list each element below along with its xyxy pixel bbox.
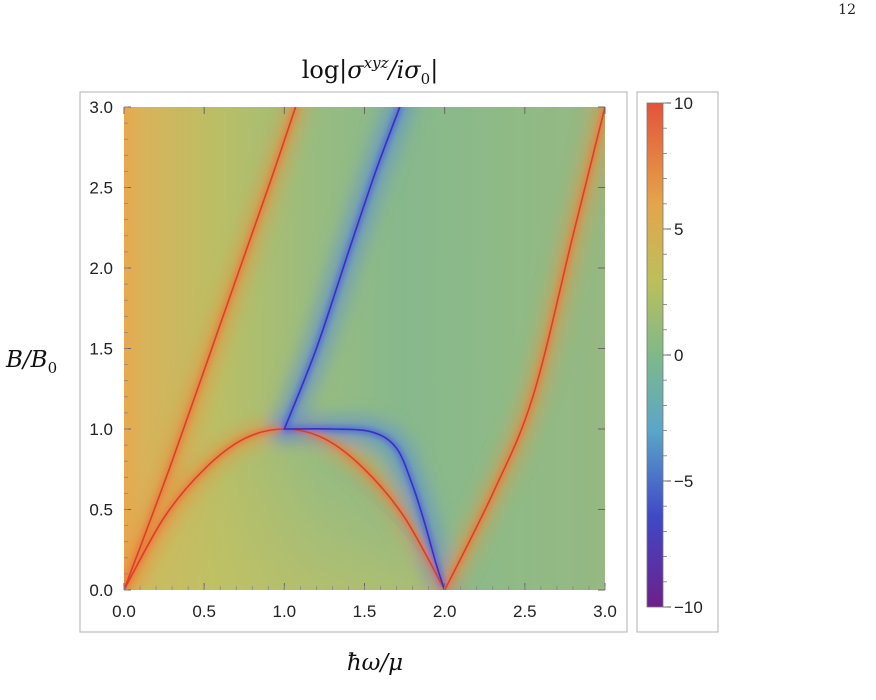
heatmap-area	[124, 107, 605, 590]
x-tick-label: 2.0	[433, 602, 457, 621]
x-axis-label: ħω/μ	[347, 650, 403, 676]
colorbar-tick-label: 5	[674, 220, 683, 239]
x-tick-label: 1.0	[273, 602, 297, 621]
x-tick-label: 0.0	[112, 602, 136, 621]
page-number: 12	[838, 2, 856, 18]
colorbar-tick-label: 10	[674, 94, 693, 113]
x-tick-label: 2.5	[513, 602, 537, 621]
y-tick-label: 0.0	[89, 581, 113, 600]
y-tick-label: 1.5	[89, 340, 113, 359]
x-tick-label: 3.0	[593, 602, 617, 621]
y-tick-label: 0.5	[89, 501, 113, 520]
colorbar	[646, 102, 664, 608]
colorbar-tick-label: 0	[674, 346, 683, 365]
x-tick-label: 1.5	[353, 602, 377, 621]
colorbar-tick-label: −5	[674, 472, 693, 491]
curve-5	[443, 107, 605, 590]
y-tick-label: 2.0	[89, 259, 113, 278]
y-tick-label: 3.0	[89, 98, 113, 117]
colorbar-tick-label: −10	[674, 598, 703, 617]
curve-1	[124, 107, 297, 590]
y-tick-label: 2.5	[89, 179, 113, 198]
curve-3	[283, 107, 401, 430]
curve-4	[283, 427, 446, 590]
y-axis-label: B/B0	[5, 347, 57, 377]
chart-title: log|σxyz/iσ0|	[302, 54, 439, 88]
x-tick-label: 0.5	[192, 602, 216, 621]
y-tick-label: 1.0	[89, 420, 113, 439]
